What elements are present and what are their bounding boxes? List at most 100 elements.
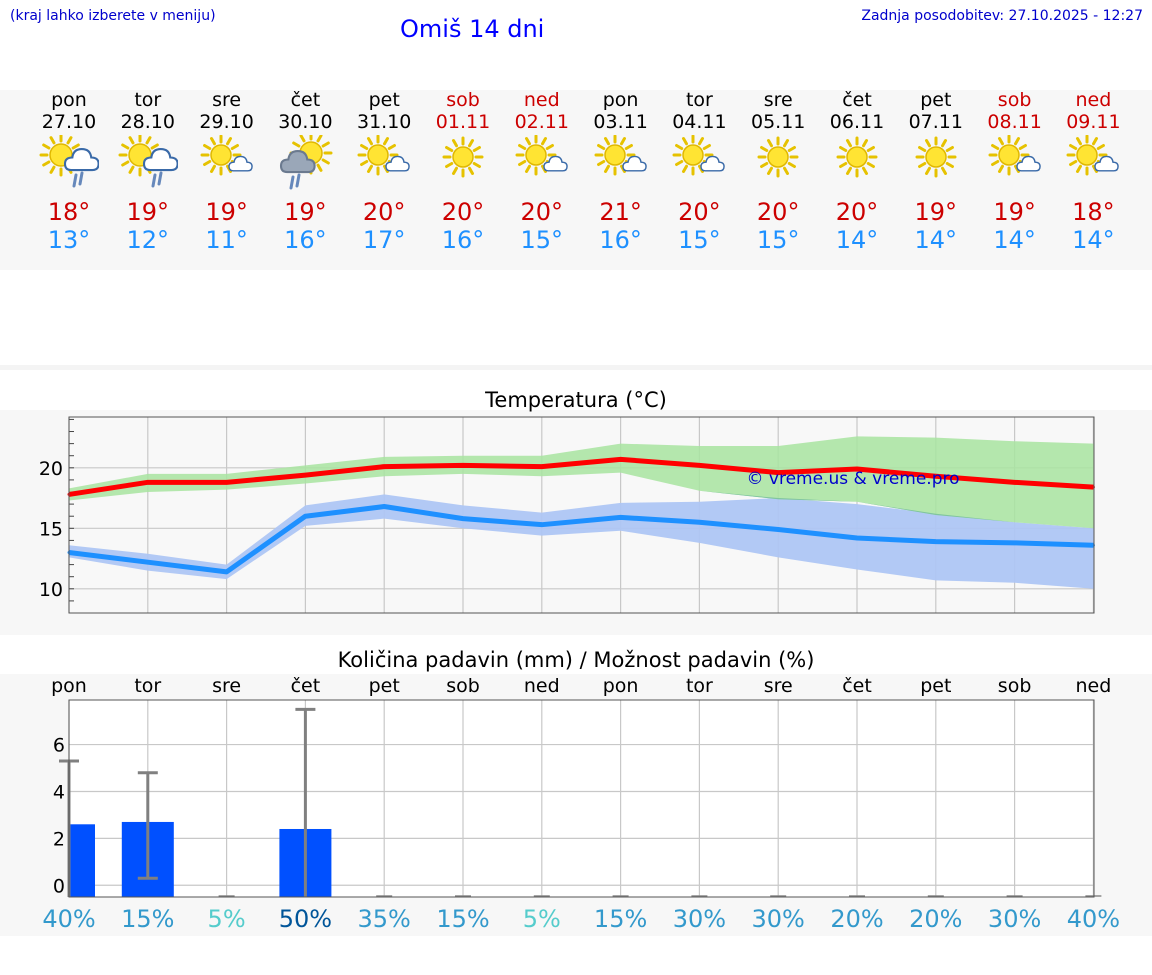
sun-cloud-rain-icon xyxy=(118,135,178,188)
sun-ray xyxy=(120,160,130,167)
category-label: ned xyxy=(524,675,560,697)
day-name: tor xyxy=(134,89,162,111)
sun-disc xyxy=(603,144,626,166)
sun-ray xyxy=(445,146,454,152)
min-temp-line xyxy=(68,504,1094,575)
temp-min: 15° xyxy=(756,226,800,254)
cloud-outline xyxy=(700,155,726,172)
sun-ray xyxy=(675,160,684,166)
sun-ray xyxy=(202,144,211,150)
temperature-chart-title: Temperatura (°C) xyxy=(485,388,667,412)
sun-ray xyxy=(846,166,852,175)
category-label: čet xyxy=(842,675,872,697)
temp-max: 19° xyxy=(126,198,170,226)
temp-max: 19° xyxy=(284,198,327,226)
min-temp-point xyxy=(1013,541,1017,545)
sun-ray xyxy=(698,137,705,146)
cloud-shape xyxy=(385,155,410,172)
sun-ray xyxy=(1018,144,1027,150)
day-date: 07.11 xyxy=(908,111,963,133)
day-column: tor 28.10 19° 12° xyxy=(113,0,183,260)
max-temp-line xyxy=(68,456,1094,497)
precip-probability: 40% xyxy=(1067,905,1120,933)
sun-ray xyxy=(209,137,216,146)
sun-ray xyxy=(517,144,527,150)
sun-disc xyxy=(209,144,232,166)
sun-disc xyxy=(767,146,789,168)
sun-icon xyxy=(757,136,799,178)
max-temp-point xyxy=(225,480,229,484)
sun-ray xyxy=(524,137,531,146)
cloud-sun-rain-icon xyxy=(280,135,333,190)
y-tick-label: 0 xyxy=(53,875,65,897)
day-name: ned xyxy=(523,89,560,111)
day-date: 05.11 xyxy=(750,111,806,133)
temp-max: 20° xyxy=(756,198,800,226)
y-tick-label: 20 xyxy=(39,458,63,480)
watermark: © vreme.us & vreme.pro xyxy=(746,469,959,489)
sun-ray xyxy=(997,164,1004,173)
sun-disc xyxy=(997,144,1020,166)
sun-ray xyxy=(66,136,73,145)
rain-drops xyxy=(72,171,84,188)
day-name: sob xyxy=(997,89,1032,111)
day-date: 28.10 xyxy=(120,111,175,133)
sun-ray xyxy=(839,162,848,168)
sun-disc xyxy=(525,144,547,166)
temp-min: 16° xyxy=(599,226,642,254)
sun-ray xyxy=(545,144,554,150)
temp-min: 14° xyxy=(1072,226,1115,254)
cloud-outline xyxy=(543,155,568,172)
day-column: čet 06.11 20° 14° xyxy=(822,0,892,260)
sun-ray xyxy=(367,137,374,146)
max-temp-point xyxy=(697,463,701,467)
temperature-chart: 10 15 20 © vreme.us & vreme.pro xyxy=(39,416,1095,614)
sun-ray xyxy=(524,164,531,173)
category-label: čet xyxy=(291,675,321,697)
precip-probability: 30% xyxy=(673,905,726,933)
sun-ray xyxy=(383,137,390,146)
temp-max: 19° xyxy=(993,198,1036,226)
sun-shape xyxy=(515,135,557,176)
day-column: tor 04.11 20° 15° xyxy=(664,0,734,260)
sun-ray xyxy=(866,146,875,152)
y-tick-label: 2 xyxy=(53,828,65,850)
forecast-strip xyxy=(0,90,1152,270)
temp-min: 17° xyxy=(362,226,406,254)
sun-ray xyxy=(128,165,135,174)
precipitation-chart-title: Količina padavin (mm) / Možnost padavin … xyxy=(337,648,815,672)
category-label: sob xyxy=(446,675,480,697)
day-column: čet 30.10 19° 16° xyxy=(270,0,340,260)
sun-ray xyxy=(596,144,605,150)
day-date: 30.10 xyxy=(278,111,333,133)
sun-ray xyxy=(49,165,56,174)
sun-small-cloud-icon xyxy=(672,135,726,176)
sun-ray xyxy=(760,146,769,152)
category-label: sob xyxy=(998,675,1032,697)
sun-ray xyxy=(42,160,51,167)
rain-drop xyxy=(78,171,84,186)
cloud-outline xyxy=(227,155,253,172)
sun-ray xyxy=(940,139,947,148)
sun-ray xyxy=(322,158,331,165)
sun-small-cloud-icon xyxy=(594,135,647,176)
temp-min: 12° xyxy=(126,226,170,254)
precip-probability: 35% xyxy=(358,905,411,933)
max-temp-point xyxy=(619,457,623,461)
day-date: 04.11 xyxy=(672,111,727,133)
sun-ray xyxy=(150,143,159,150)
sun-ray xyxy=(517,160,527,166)
cloud-shape xyxy=(142,148,178,172)
cloud-outline xyxy=(280,150,317,174)
day-date: 06.11 xyxy=(829,111,885,133)
day-date: 02.11 xyxy=(514,111,569,133)
sun-disc xyxy=(846,146,868,168)
category-label: tor xyxy=(686,675,713,697)
sun-icon xyxy=(915,136,957,178)
y-tick-label: 15 xyxy=(39,518,63,540)
temp-min: 15° xyxy=(678,226,721,254)
sun-ray xyxy=(322,141,331,148)
sun-small-cloud-icon xyxy=(988,135,1041,176)
sun-ray xyxy=(468,166,474,175)
sun-ray xyxy=(316,163,323,172)
